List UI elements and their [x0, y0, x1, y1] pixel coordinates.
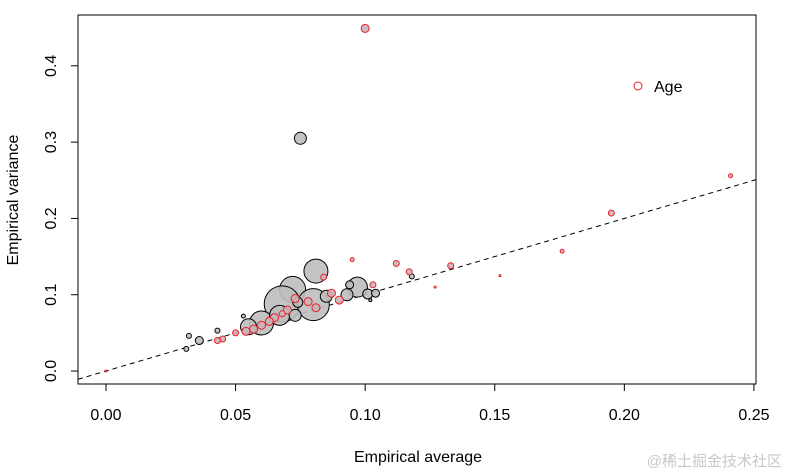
point: [392, 259, 400, 267]
point: [728, 173, 734, 179]
point: [345, 280, 355, 290]
point: [340, 288, 354, 302]
point: [241, 326, 251, 336]
y-tick-label: 0.2: [43, 207, 60, 229]
x-tick-label: 0.20: [609, 407, 640, 424]
watermark: @稀土掘金技术社区: [647, 453, 782, 470]
y-tick-label: 0.3: [43, 131, 60, 153]
x-tick-label: 0.15: [479, 407, 510, 424]
point: [447, 262, 455, 270]
point: [293, 131, 307, 145]
point: [607, 209, 615, 217]
x-tick-label: 0.25: [738, 407, 769, 424]
x-tick-label: 0.00: [90, 407, 121, 424]
point: [303, 297, 313, 307]
point: [232, 329, 240, 337]
point: [185, 332, 192, 339]
point: [290, 294, 300, 304]
x-tick-label: 0.10: [350, 407, 381, 424]
y-tick-label: 0.1: [43, 284, 60, 306]
plot-area: [78, 23, 756, 380]
point: [311, 303, 321, 313]
reference-line: [78, 179, 756, 380]
point: [256, 320, 266, 330]
point: [360, 23, 370, 33]
point: [249, 324, 259, 334]
point: [194, 336, 204, 346]
point: [278, 310, 286, 318]
point: [320, 273, 328, 281]
plot-box: [77, 14, 757, 385]
y-tick-label: 0.4: [43, 55, 60, 77]
point: [214, 327, 221, 334]
x-tick-label: 0.05: [220, 407, 251, 424]
point: [104, 369, 108, 373]
point: [326, 288, 336, 298]
point: [371, 288, 381, 298]
legend-marker: [633, 81, 643, 91]
point: [368, 298, 373, 303]
point: [213, 337, 221, 345]
point: [369, 281, 377, 289]
point: [183, 345, 190, 352]
point: [498, 274, 502, 278]
point: [240, 313, 246, 319]
point: [349, 257, 355, 263]
x-axis-label: Empirical average: [354, 449, 482, 466]
point: [264, 316, 274, 326]
legend-label: Age: [654, 79, 683, 96]
point: [559, 248, 565, 254]
point: [405, 268, 413, 276]
y-tick-label: 0.0: [43, 360, 60, 382]
point: [433, 285, 437, 289]
point: [288, 308, 302, 322]
point: [282, 305, 292, 315]
y-axis-label: Empirical variance: [5, 135, 22, 266]
point: [334, 295, 344, 305]
